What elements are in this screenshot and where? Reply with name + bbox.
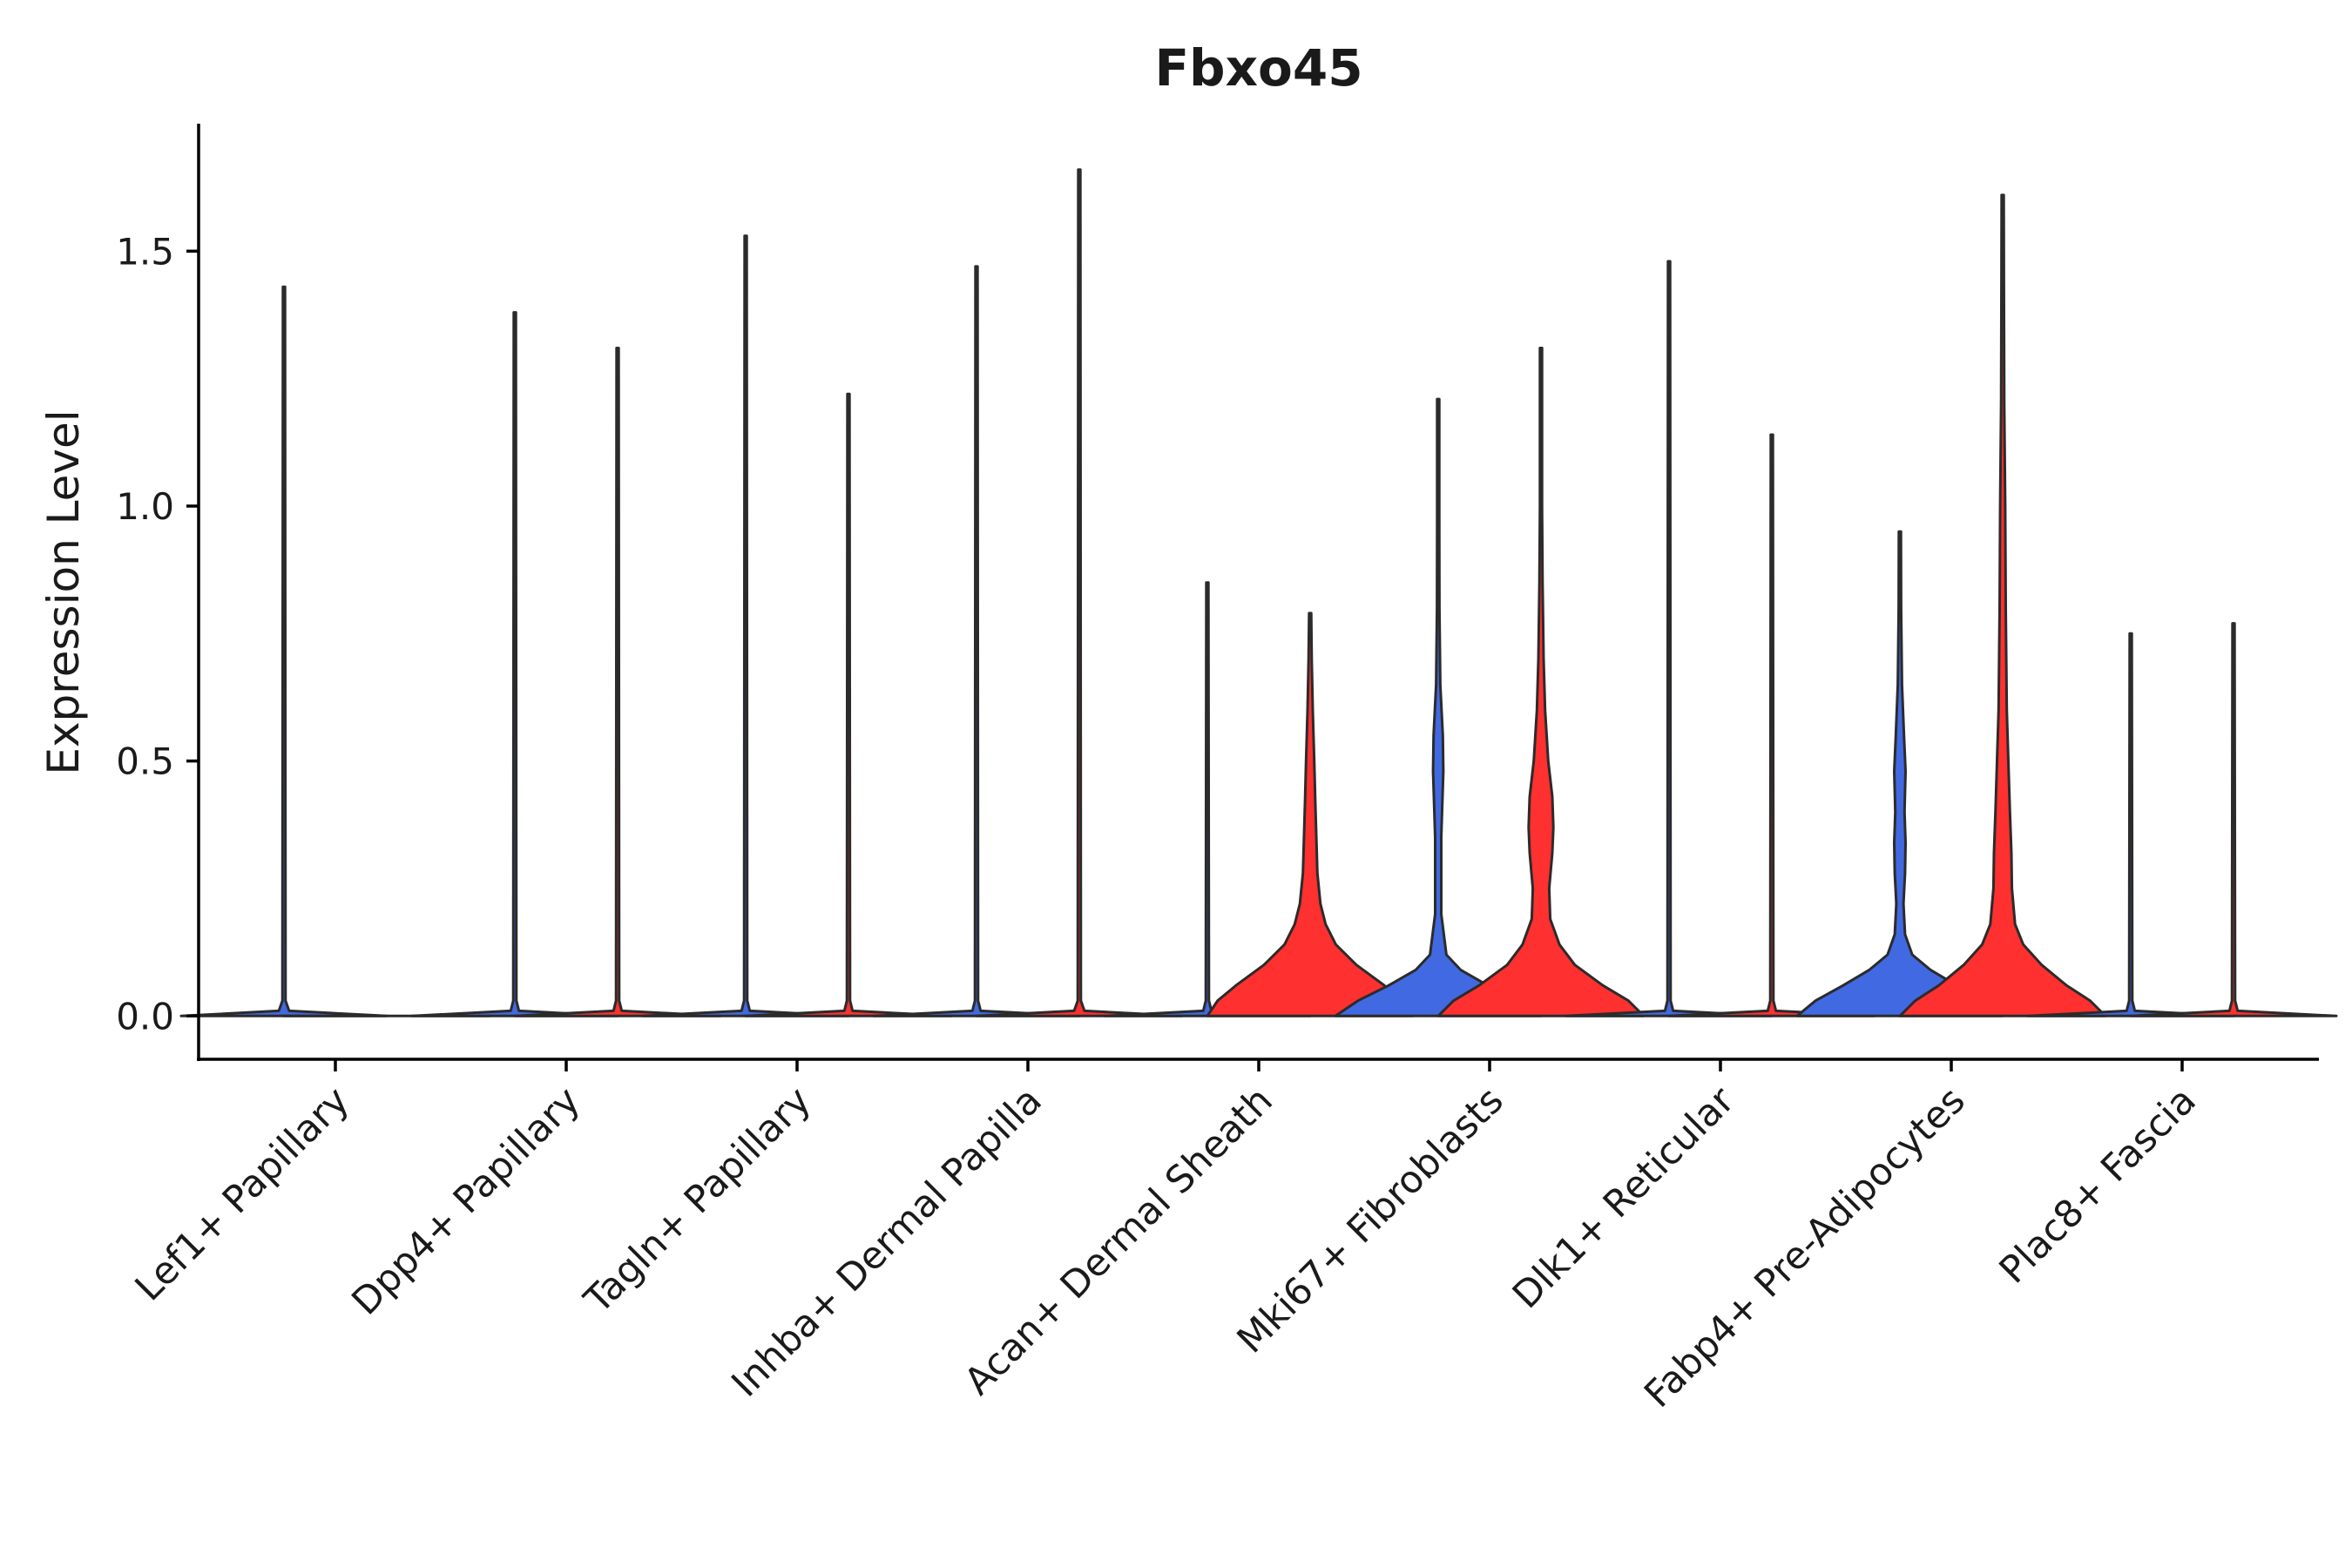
y-ticks: 0.0 0.5 1.0 1.5	[116, 230, 199, 1037]
violin-group-1	[1795, 530, 2004, 1017]
x-tick-label: Mki67+ Fibroblasts	[1229, 1078, 1512, 1362]
violin-group-1	[1565, 260, 1774, 1017]
violin-group-2	[1436, 347, 1646, 1017]
y-tick-label: 1.0	[116, 485, 174, 528]
x-tick-label: Dlk1+ Reticular	[1504, 1078, 1743, 1317]
violin-group-2	[513, 347, 722, 1017]
x-tick-label: Dpp4+ Papillary	[344, 1078, 589, 1323]
violin-group-1	[2026, 632, 2235, 1017]
violin-group-1	[1334, 397, 1543, 1017]
x-tick-label: Tagln+ Papillary	[576, 1078, 820, 1322]
violin-group-2	[1667, 433, 1876, 1017]
violin-group-1	[1103, 581, 1312, 1017]
y-axis-label: Expression Level	[38, 409, 89, 774]
violin-group-2	[975, 168, 1184, 1017]
chart-title: Fbxo45	[1154, 38, 1362, 98]
y-tick-label: 1.5	[116, 230, 174, 273]
violin-group-2	[2129, 622, 2338, 1017]
violin-group-1	[410, 311, 619, 1017]
violin-group-2	[1898, 193, 2107, 1017]
violins-layer	[179, 168, 2338, 1017]
violin-group-1	[641, 234, 850, 1017]
violin-group-2	[1206, 612, 1415, 1017]
y-tick-label: 0.0	[116, 995, 174, 1037]
y-tick-label: 0.5	[116, 740, 174, 783]
x-tick-label: Plac8+ Fascia	[1991, 1078, 2205, 1292]
violin-group-1	[872, 265, 1081, 1017]
violin-group-1	[179, 285, 389, 1017]
violin-group-2	[744, 392, 953, 1017]
x-tick-label: Lef1+ Papillary	[127, 1078, 358, 1309]
